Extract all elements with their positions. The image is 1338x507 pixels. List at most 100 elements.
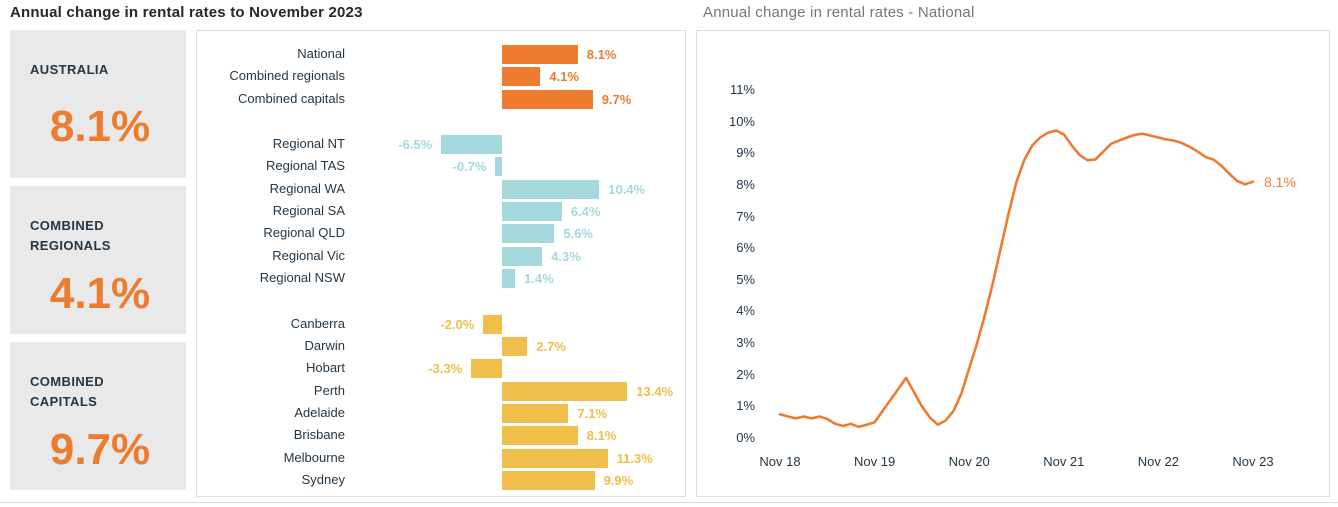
category-label: Regional WA bbox=[269, 180, 345, 196]
y-tick-label: 4% bbox=[736, 303, 755, 319]
bar-value-label: 5.6% bbox=[563, 226, 593, 242]
bar-row: Regional NSW 1.4% bbox=[197, 267, 685, 289]
y-tick-label: 1% bbox=[736, 398, 755, 414]
bar-row: Canberra -2.0% bbox=[197, 313, 685, 335]
bottom-divider bbox=[0, 502, 1338, 503]
y-tick-label: 0% bbox=[736, 430, 755, 445]
bar-row: Brisbane 8.1% bbox=[197, 424, 685, 446]
bar-value-label: -2.0% bbox=[440, 316, 475, 332]
summary-tile-combined-regionals: COMBINED REGIONALS 4.1% bbox=[10, 186, 186, 334]
category-label: Sydney bbox=[301, 471, 345, 487]
bar-row: Adelaide 7.1% bbox=[197, 402, 685, 424]
x-tick-label: Nov 19 bbox=[853, 454, 896, 469]
category-label: National bbox=[297, 46, 345, 61]
bar-value-label: 11.3% bbox=[616, 450, 653, 466]
bar-chart-panel: National 8.1% Combined regionals 4.1% Combin… bbox=[196, 30, 686, 497]
bar bbox=[495, 157, 502, 177]
y-tick-label: 11% bbox=[729, 82, 755, 97]
tile-label: AUSTRALIA bbox=[30, 62, 109, 77]
category-label: Regional QLD bbox=[263, 225, 345, 241]
category-label: Canberra bbox=[290, 315, 345, 331]
category-label: Regional SA bbox=[272, 203, 345, 219]
bar-value-label: 13.4% bbox=[636, 383, 674, 399]
bar-value-label: 9.7% bbox=[601, 91, 632, 107]
bar-row: Darwin 2.7% bbox=[197, 335, 685, 357]
tile-value: 8.1% bbox=[49, 102, 151, 151]
x-tick-label: Nov 22 bbox=[1137, 454, 1179, 469]
bar-value-label: -6.5% bbox=[398, 137, 433, 153]
category-label: Brisbane bbox=[293, 427, 345, 443]
x-tick-label: Nov 20 bbox=[948, 454, 990, 469]
bar bbox=[502, 89, 593, 109]
tile-label: COMBINED REGIONALS bbox=[30, 218, 111, 253]
category-label: Perth bbox=[313, 382, 345, 398]
bar-row: Melbourne 11.3% bbox=[197, 447, 685, 469]
category-label: Adelaide bbox=[294, 404, 345, 420]
bar-row: Sydney 9.9% bbox=[197, 469, 685, 491]
bar-value-label: 8.1% bbox=[586, 428, 617, 444]
bar-row: Perth 13.4% bbox=[197, 380, 685, 402]
x-tick-label: Nov 21 bbox=[1043, 454, 1085, 469]
bar-value-label: -3.3% bbox=[428, 361, 463, 377]
bar bbox=[502, 202, 562, 222]
bar-row: Hobart -3.3% bbox=[197, 357, 685, 379]
bar-value-label: 1.4% bbox=[524, 271, 554, 287]
bar-value-label: -0.7% bbox=[452, 159, 487, 175]
line-chart-title: Annual change in rental rates - National bbox=[703, 4, 975, 21]
bar-row: National 8.1% bbox=[197, 43, 685, 65]
bar bbox=[502, 67, 541, 87]
bar-row: Regional WA 10.4% bbox=[197, 178, 685, 200]
y-tick-label: 8% bbox=[736, 176, 755, 192]
bar-row: Regional SA 6.4% bbox=[197, 200, 685, 222]
category-label: Regional NT bbox=[272, 136, 345, 152]
tile-value: 4.1% bbox=[49, 269, 151, 318]
bar-row: Regional NT -6.5% bbox=[197, 133, 685, 155]
y-tick-label: 5% bbox=[736, 271, 755, 287]
bar-value-label: 8.1% bbox=[586, 47, 617, 62]
tile-label: COMBINED CAPITALS bbox=[30, 374, 104, 409]
bar-value-label: 10.4% bbox=[608, 181, 646, 197]
line-chart-svg bbox=[778, 129, 1255, 429]
bar bbox=[502, 426, 578, 446]
bar bbox=[441, 135, 502, 155]
bar bbox=[471, 359, 502, 379]
bar-value-label: 9.9% bbox=[603, 472, 634, 488]
summary-tile-combined-capitals: COMBINED CAPITALS 9.7% bbox=[10, 342, 186, 490]
category-label: Darwin bbox=[304, 337, 345, 353]
bar-value-label: 6.4% bbox=[570, 204, 601, 220]
bar bbox=[502, 448, 608, 468]
y-tick-label: 9% bbox=[736, 145, 755, 161]
y-tick-label: 6% bbox=[736, 240, 755, 256]
bar bbox=[502, 179, 600, 199]
bar-row: Regional QLD 5.6% bbox=[197, 222, 685, 244]
bar-value-label: 2.7% bbox=[536, 338, 566, 354]
bar-row: Combined capitals 9.7% bbox=[197, 88, 685, 110]
bar bbox=[502, 45, 578, 64]
bar-chart-title: Annual change in rental rates to Novembe… bbox=[10, 4, 363, 21]
bar bbox=[483, 314, 502, 334]
bar bbox=[502, 336, 528, 356]
line-chart-panel: 8.1% 0% 1% 2% 3% 4% 5% 6% 7% 8% 9% 10% 11% Nov 18 Nov… bbox=[696, 30, 1330, 497]
summary-tile-column: AUSTRALIA 8.1% COMBINED REGIONALS 4.1% C… bbox=[10, 30, 186, 498]
bar bbox=[502, 246, 543, 266]
category-label: Combined regionals bbox=[229, 68, 345, 84]
bar-row: Combined regionals 4.1% bbox=[197, 65, 685, 87]
bar-value-label: 4.3% bbox=[551, 248, 581, 264]
line-end-value-label: 8.1% bbox=[1264, 173, 1296, 190]
y-tick-label: 3% bbox=[736, 335, 755, 351]
bar bbox=[502, 224, 555, 244]
summary-tile-australia: AUSTRALIA 8.1% bbox=[10, 30, 186, 178]
category-label: Regional TAS bbox=[265, 158, 345, 174]
bar bbox=[502, 470, 595, 490]
category-label: Melbourne bbox=[283, 449, 345, 465]
category-label: Regional Vic bbox=[272, 247, 345, 263]
y-tick-label: 2% bbox=[736, 366, 755, 382]
y-tick-label: 7% bbox=[736, 208, 755, 224]
bar bbox=[502, 403, 569, 423]
bar bbox=[502, 269, 516, 289]
category-label: Combined capitals bbox=[238, 90, 345, 106]
x-tick-label: Nov 23 bbox=[1232, 454, 1274, 469]
national-rent-annual-change-line bbox=[778, 129, 1255, 429]
category-label: Regional NSW bbox=[259, 270, 345, 286]
